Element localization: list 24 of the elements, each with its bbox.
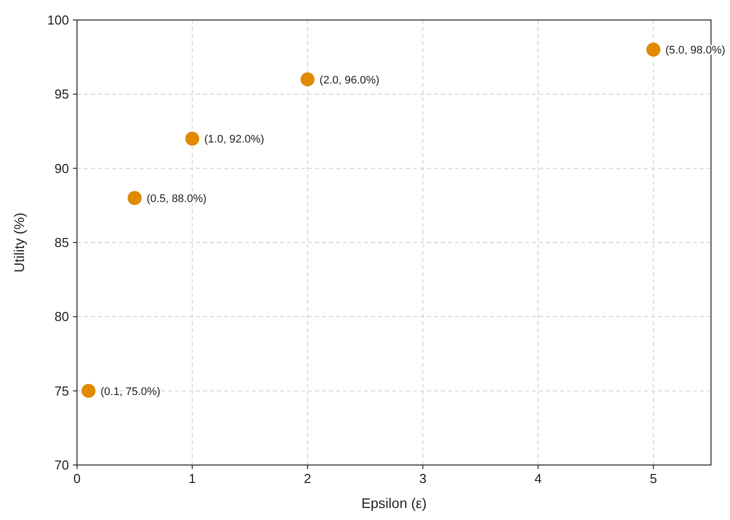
point bbox=[185, 132, 200, 146]
annotation: (1.0, 92.0%) bbox=[204, 134, 264, 146]
y-tick-label: 85 bbox=[54, 235, 69, 250]
x-axis-title: Epsilon (ε) bbox=[361, 495, 427, 511]
x-tick-label: 0 bbox=[73, 471, 81, 486]
y-tick-label: 70 bbox=[54, 458, 69, 472]
y-tick-label: 95 bbox=[54, 86, 69, 102]
point bbox=[82, 384, 96, 398]
y-axis-title: Utility (%) bbox=[11, 212, 27, 272]
y-tick-label: 100 bbox=[47, 12, 69, 28]
annotation: (0.5, 88.0%) bbox=[146, 193, 207, 205]
y-tick-label: 90 bbox=[54, 160, 69, 176]
point bbox=[646, 42, 660, 57]
x-tick-label: 5 bbox=[650, 471, 657, 486]
annotation: (2.0, 96.0%) bbox=[320, 74, 380, 86]
point bbox=[128, 191, 142, 205]
annotation: (0.1, 75.0%) bbox=[100, 386, 160, 398]
y-tick-label: 80 bbox=[54, 309, 69, 324]
x-tick-label: 2 bbox=[304, 471, 312, 486]
x-tick-label: 1 bbox=[188, 471, 196, 486]
y-tick-label: 75 bbox=[54, 383, 69, 398]
x-tick-label: 3 bbox=[419, 471, 426, 486]
x-tick-label: 4 bbox=[534, 471, 542, 486]
point bbox=[300, 72, 315, 86]
